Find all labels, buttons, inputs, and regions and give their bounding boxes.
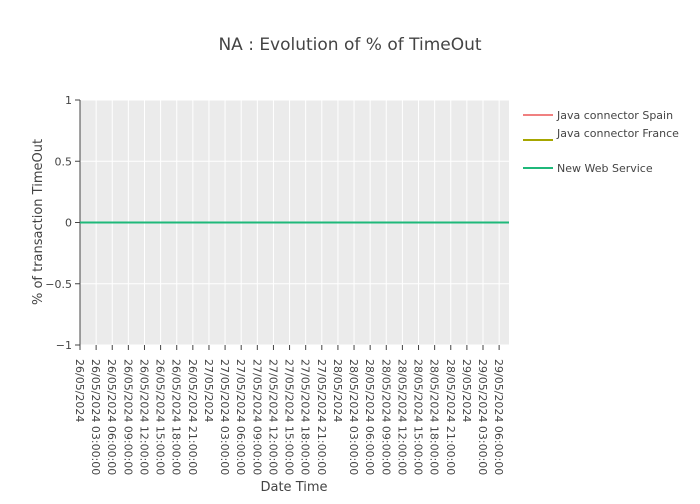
y-tick-label: −0.5 — [45, 278, 72, 291]
x-tick-label: 27/05/2024 09:00:00 — [250, 359, 263, 475]
y-tick-label: 0.5 — [55, 155, 73, 168]
x-tick-label: 26/05/2024 03:00:00 — [89, 359, 102, 475]
x-tick-label: 28/05/2024 03:00:00 — [347, 359, 360, 475]
x-tick-label: 28/05/2024 06:00:00 — [363, 359, 376, 475]
y-axis-label: % of transaction TimeOut — [31, 139, 46, 305]
x-tick-label: 27/05/2024 06:00:00 — [234, 359, 247, 475]
x-tick-label: 29/05/2024 03:00:00 — [476, 359, 489, 475]
x-tick-label: 27/05/2024 21:00:00 — [315, 359, 328, 475]
x-tick-label: 26/05/2024 — [73, 359, 86, 422]
x-tick-label: 28/05/2024 12:00:00 — [395, 359, 408, 475]
legend-label: New Web Service — [557, 162, 653, 175]
x-axis: 26/05/2024 26/05/2024 03:00:00 26/05/2024 … — [73, 345, 505, 475]
y-tick-label: 1 — [65, 94, 72, 107]
x-tick-label: 26/05/2024 06:00:00 — [105, 359, 118, 475]
legend: Java connector Spain Java connector Franc… — [523, 109, 679, 175]
y-tick-label: −1 — [56, 339, 72, 352]
x-tick-label: 28/05/2024 — [331, 359, 344, 422]
legend-label: Java connector Spain — [556, 109, 673, 122]
y-axis: 1 0.5 0 −0.5 −1 — [45, 94, 81, 352]
x-tick-label: 27/05/2024 15:00:00 — [283, 359, 296, 475]
x-tick-label: 28/05/2024 18:00:00 — [428, 359, 441, 475]
x-tick-label: 28/05/2024 15:00:00 — [412, 359, 425, 475]
x-tick-label: 26/05/2024 12:00:00 — [137, 359, 150, 475]
x-tick-label: 26/05/2024 09:00:00 — [121, 359, 134, 475]
legend-label: Java connector France — [556, 127, 679, 140]
chart-title: NA : Evolution of % of TimeOut — [218, 35, 481, 55]
x-tick-label: 26/05/2024 15:00:00 — [154, 359, 167, 475]
x-tick-label: 28/05/2024 09:00:00 — [379, 359, 392, 475]
x-tick-label: 26/05/2024 18:00:00 — [170, 359, 183, 475]
x-tick-label: 27/05/2024 12:00:00 — [266, 359, 279, 475]
x-tick-label: 26/05/2024 21:00:00 — [186, 359, 199, 475]
x-tick-label: 28/05/2024 21:00:00 — [444, 359, 457, 475]
y-tick-label: 0 — [65, 217, 72, 230]
x-tick-label: 27/05/2024 — [202, 359, 215, 422]
x-tick-label: 29/05/2024 — [460, 359, 473, 422]
x-tick-label: 27/05/2024 18:00:00 — [299, 359, 312, 475]
x-tick-label: 29/05/2024 06:00:00 — [492, 359, 505, 475]
x-tick-label: 27/05/2024 03:00:00 — [218, 359, 231, 475]
x-axis-label: Date Time — [260, 480, 327, 495]
